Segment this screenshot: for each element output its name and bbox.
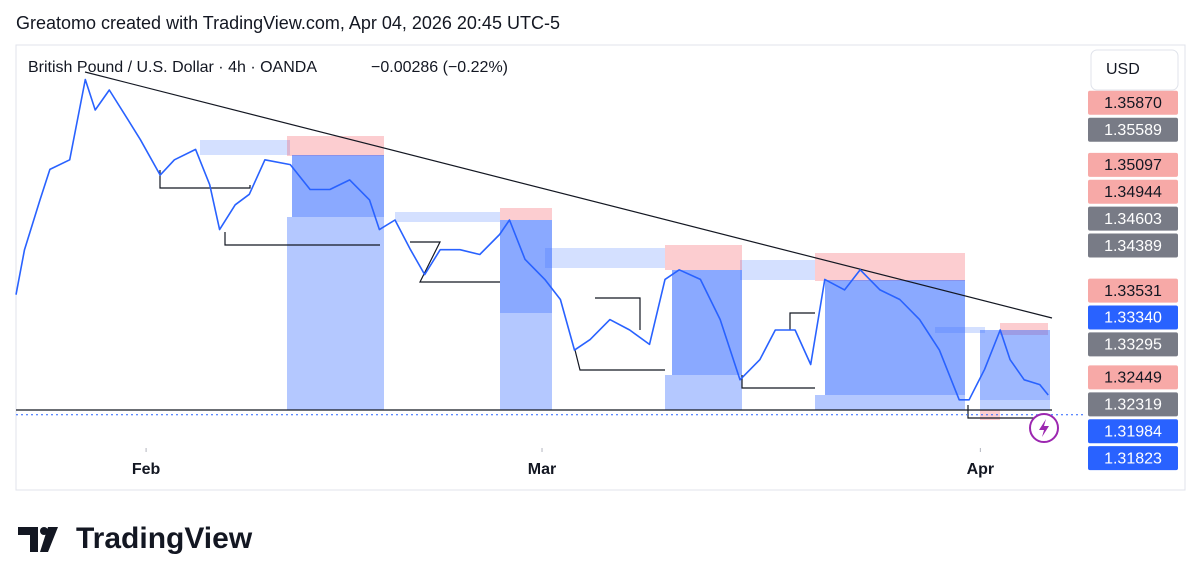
target-box [980,330,1050,400]
structure-line [595,297,641,330]
symbol-title: British Pound / U.S. Dollar · 4h · OANDA [28,59,317,76]
x-tick-label: Apr [967,461,995,478]
x-tick-label: Mar [528,461,556,478]
price-tag [1088,332,1178,357]
price-tag [1088,117,1178,142]
logo-mark [18,527,58,552]
bolt [1039,419,1049,437]
price-tag-label: 1.35097 [1104,157,1162,174]
stop-box [500,208,552,220]
stop-box [665,245,742,270]
range-box [200,140,290,155]
price-tag-label: 1.34944 [1104,184,1162,201]
price-tag [1088,278,1178,303]
target-box [665,375,742,410]
range-box [545,248,665,268]
price-tag [1088,152,1178,177]
price-line [15,78,1049,401]
x-tick-label: Feb [132,461,161,478]
plot [15,78,1085,416]
trend-line [84,71,1053,319]
price-tag-label: 1.34389 [1104,238,1162,255]
currency-button[interactable] [1090,49,1179,91]
price-tag [1088,90,1178,115]
chart-frame [15,44,1186,491]
price-tag [1088,206,1178,231]
price-tag [1088,365,1178,390]
target-box [287,217,384,410]
logo: TradingView [18,522,253,555]
price-tag-label: 1.32449 [1104,370,1162,387]
price-tag-label: 1.33531 [1104,283,1162,300]
price-tag [1088,305,1178,330]
price-tag-label: 1.35870 [1104,95,1162,112]
price-tag [1088,392,1178,417]
structure-line [741,375,815,389]
header: Greatomo created with TradingView.com, A… [16,13,560,33]
range-box [395,212,500,222]
stop-box [287,136,384,156]
price-tag-label: 1.31984 [1104,423,1162,440]
price-tag [1088,233,1178,258]
structure-line [967,405,1048,419]
price-tag [1088,419,1178,444]
structure-line [410,241,500,283]
drawings [16,71,1053,420]
target-box [815,395,965,410]
structure-line [159,170,251,189]
structure-line [574,349,665,371]
range-box [740,260,815,280]
target-box [825,280,965,395]
price-tag [1088,179,1178,204]
stop-box [980,410,1000,420]
target-box [500,313,552,410]
logo-dot [40,527,48,535]
structure-line [789,312,815,330]
price-tag-label: 1.32319 [1104,397,1162,414]
structure-line [224,232,380,246]
price-tag-label: 1.35589 [1104,122,1162,139]
change: −0.00286 (−0.22%) [371,59,508,76]
price-tag-label: 1.33340 [1104,310,1162,327]
price-tag-label: 1.31823 [1104,450,1162,467]
target-box [500,220,552,313]
price-tag-label: 1.33295 [1104,337,1162,354]
stop-box [1000,323,1048,335]
price-tag-label: 1.34603 [1104,211,1162,228]
price-tag [1088,446,1178,471]
target-box [980,400,1050,410]
currency: USD [1106,61,1140,78]
logo-text: TradingView [76,522,253,555]
target-box [672,270,742,375]
